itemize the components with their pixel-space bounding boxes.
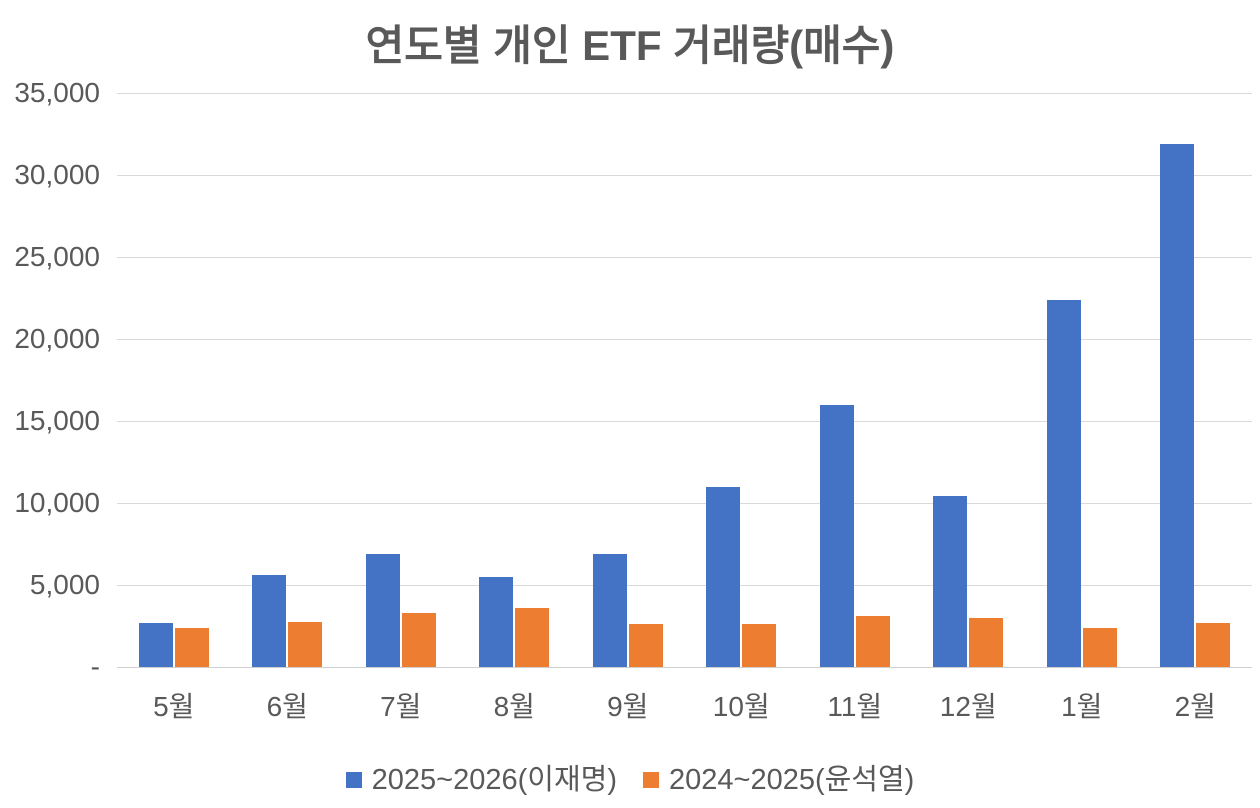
y-tick-label: 20,000: [14, 323, 100, 354]
bar-series1-5월: [174, 628, 209, 667]
x-tick-label: 10월: [712, 691, 770, 722]
x-tick-label: 1월: [1061, 691, 1103, 722]
x-tick-label: 6월: [266, 691, 308, 722]
bar-series0-12월: [933, 496, 968, 667]
legend-item-series0: 2025~2026(이재명): [345, 763, 617, 797]
gridline: [117, 503, 1252, 504]
gridline: [117, 585, 1252, 586]
legend: 2025~2026(이재명) 2024~2025(윤석열): [0, 762, 1260, 798]
y-tick-label: 15,000: [14, 405, 100, 436]
bar-series1-12월: [969, 617, 1004, 667]
x-tick-label: 7월: [380, 691, 422, 722]
gridline: [117, 175, 1252, 176]
bar-series0-1월: [1046, 299, 1081, 667]
y-tick-label: 25,000: [14, 241, 100, 272]
bar-series0-6월: [252, 575, 287, 667]
bar-series0-10월: [706, 486, 741, 667]
y-tick-label: 10,000: [14, 487, 100, 518]
bar-series1-7월: [401, 612, 436, 667]
bar-series1-1월: [1082, 628, 1117, 667]
bar-series1-6월: [288, 621, 323, 667]
bar-series0-8월: [479, 576, 514, 667]
chart-title: 연도별 개인 ETF 거래량(매수): [365, 22, 895, 69]
x-tick-label: 9월: [607, 691, 649, 722]
y-axis: - 5,000 10,000 15,000 20,000 25,000 30,000 35,0…: [0, 0, 110, 700]
y-tick-label: 30,000: [14, 159, 100, 190]
gridline: [117, 339, 1252, 340]
x-tick-label: 8월: [493, 691, 535, 722]
y-tick-label: -: [90, 651, 100, 682]
bar-series0-7월: [365, 553, 400, 667]
x-axis: 5월 6월 7월 8월 9월 10월 11월 12월 1월 2월: [0, 690, 1260, 730]
x-tick-label: 5월: [153, 691, 195, 722]
x-tick-label: 12월: [939, 691, 997, 722]
bar-series1-11월: [855, 616, 890, 667]
bar-series1-9월: [628, 623, 663, 667]
gridline: [117, 257, 1252, 258]
bar-series0-2월: [1160, 143, 1195, 667]
plot-area: [117, 93, 1252, 668]
bar-series1-2월: [1196, 622, 1231, 667]
bar-series1-8월: [515, 607, 550, 667]
legend-label: 2024~2025(윤석열): [669, 764, 915, 796]
bar-series0-5월: [138, 622, 173, 667]
gridline: [117, 421, 1252, 422]
y-tick-label: 5,000: [29, 569, 100, 600]
legend-swatch-icon: [345, 772, 362, 788]
x-tick-label: 2월: [1174, 691, 1216, 722]
bar-series0-11월: [819, 404, 854, 667]
gridline: [117, 93, 1252, 94]
legend-label: 2025~2026(이재명): [371, 764, 617, 796]
x-tick-label: 11월: [827, 691, 883, 722]
y-tick-label: 35,000: [14, 77, 100, 108]
legend-item-series1: 2024~2025(윤석열): [643, 763, 914, 797]
gridline: [117, 667, 1252, 668]
bar-series0-9월: [592, 553, 627, 667]
legend-swatch-icon: [643, 772, 659, 788]
bar-series1-10월: [742, 623, 777, 667]
